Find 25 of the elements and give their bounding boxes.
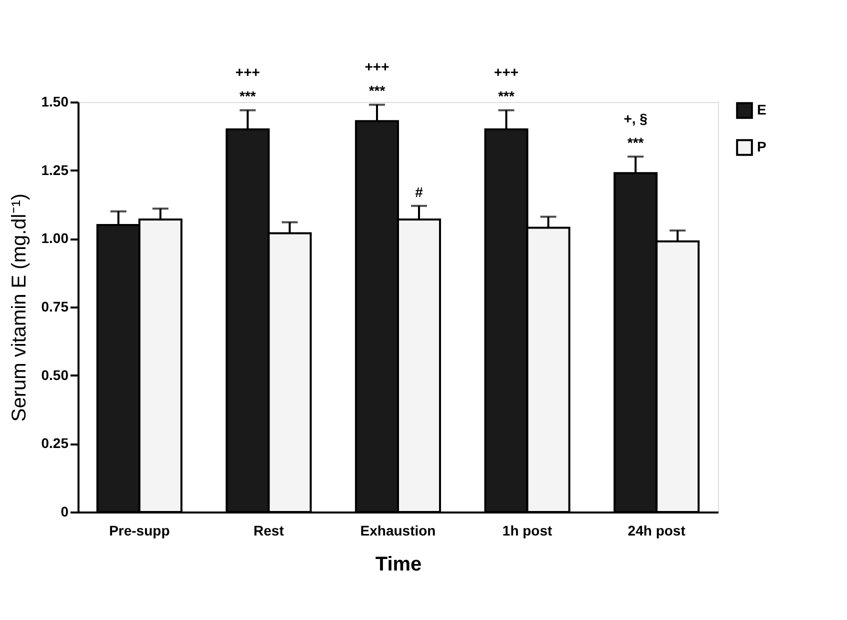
legend-label: E (757, 102, 766, 118)
annotation: +, § (624, 110, 648, 127)
x-tick-label: Pre-supp (109, 522, 170, 538)
annotation: *** (240, 88, 256, 104)
text: +++ (235, 64, 260, 80)
x-tick-label: 1h post (502, 522, 553, 538)
y-tick-label: 0 (60, 504, 69, 520)
y-tick-label: 1.25 (41, 162, 69, 178)
annotation: *** (627, 134, 644, 151)
x-tick-label: 24h post (628, 522, 686, 538)
y-tick-label: 0.75 (41, 298, 69, 314)
annotation: *** (498, 88, 515, 104)
x-tick-label: Exhaustion (360, 522, 436, 538)
annotation: # (415, 184, 424, 200)
legend-label: P (757, 138, 766, 154)
x-tick-label: Rest (254, 522, 284, 538)
annotation: *** (368, 82, 386, 99)
y-axis-title: Serum vitamin E (mg.dl⁻¹) (8, 193, 30, 422)
text: +++ (364, 58, 390, 75)
y-tick-label: 0.50 (41, 366, 69, 383)
y-tick-label: 0.25 (41, 435, 69, 452)
y-tick-label: 1.00 (41, 230, 69, 246)
x-axis-title: Time (375, 554, 422, 576)
text: +++ (494, 64, 519, 80)
y-tick-label: 1.50 (41, 94, 69, 110)
